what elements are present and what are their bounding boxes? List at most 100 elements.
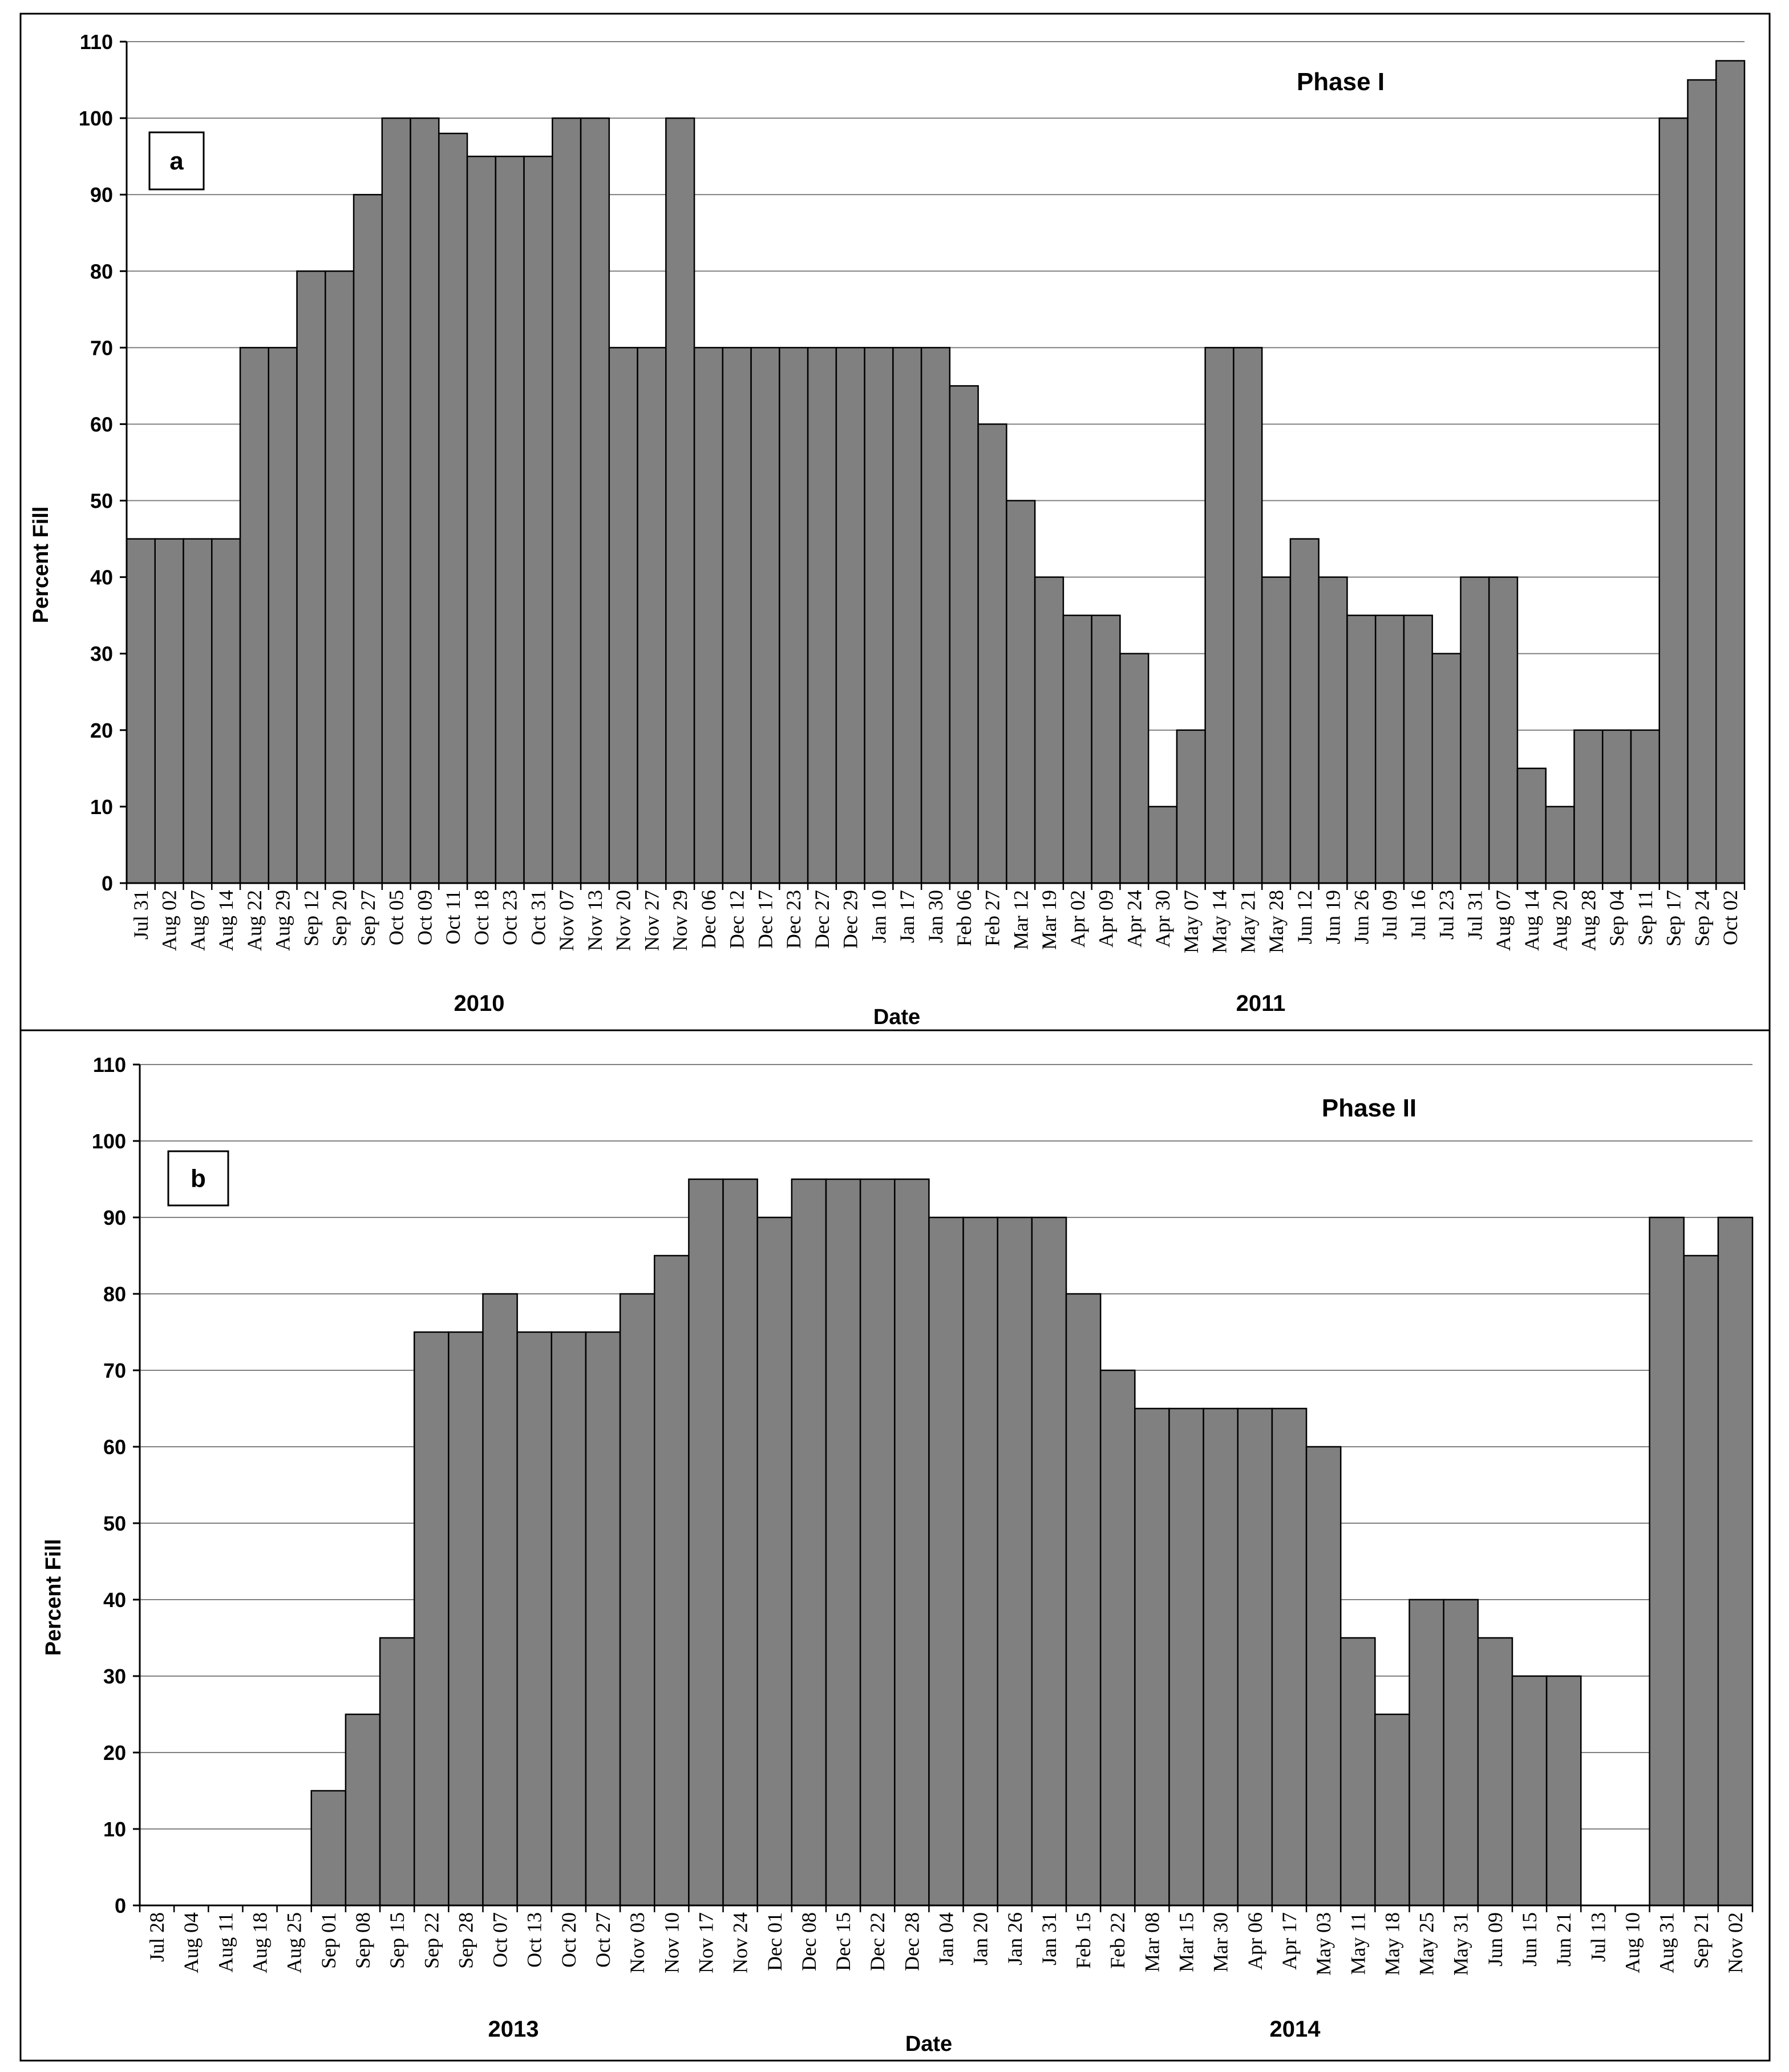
- panel-b-bar: [585, 1331, 621, 1907]
- panel-b-y-tick-label: 10: [103, 1818, 126, 1841]
- panel-a-x-tick-label: Jul 31: [129, 890, 152, 940]
- panel-a-bar: [1034, 576, 1065, 884]
- panel-a-y-tick-label: 20: [90, 719, 113, 742]
- panel-b-bar: [1717, 1216, 1754, 1907]
- panel-a-x-tick-label: Dec 29: [839, 890, 862, 949]
- panel-a-x-tick-label: Jul 23: [1435, 890, 1458, 940]
- panel-b-x-tick-label: Aug 10: [1621, 1912, 1644, 1973]
- panel-b-x-tick-label: Oct 27: [592, 1912, 614, 1968]
- panel-b-x-tick-label: Dec 22: [866, 1912, 889, 1971]
- panel-a-y-tick-label: 110: [80, 30, 113, 54]
- panel-b-x-tick-label: Jan 04: [935, 1912, 958, 1965]
- panel-a-bar: [750, 347, 780, 884]
- panel-a-bar: [353, 193, 383, 884]
- panel-b-bar: [653, 1254, 690, 1907]
- panel-b-bar: [1031, 1216, 1067, 1907]
- panel-b-bar: [825, 1178, 861, 1907]
- panel-a-y-tick-label: 70: [90, 336, 113, 359]
- panel-a-bar: [1289, 538, 1320, 884]
- panel-a-x-tick-label: Apr 02: [1066, 890, 1089, 948]
- panel-b-x-tick-label: Aug 04: [180, 1912, 203, 1973]
- panel-a-x-tick-label: May 07: [1180, 890, 1203, 953]
- panel-b-y-tick-label: 40: [103, 1588, 126, 1612]
- panel-b-x-tick-label: Mar 15: [1175, 1912, 1198, 1972]
- panel-a-y-tick-label: 90: [90, 183, 113, 207]
- panel-a-bar: [1545, 806, 1575, 884]
- panel-a-x-tick-label: Jan 10: [867, 890, 890, 943]
- panel-b-bar: [516, 1331, 553, 1907]
- panel-a-x-tick-label: Nov 27: [640, 890, 663, 951]
- panel-a-x-tick-label: Dec 12: [726, 890, 748, 949]
- panel-b-bar: [1683, 1254, 1719, 1907]
- panel-a-bar: [949, 385, 979, 884]
- panel-b-x-tick-label: Oct 20: [557, 1912, 580, 1968]
- panel-a-x-tick-label: Sep 20: [328, 890, 351, 946]
- panel-a-bar: [438, 132, 468, 884]
- panel-a-bar: [835, 347, 865, 884]
- panel-b-x-tick-label: Nov 02: [1724, 1912, 1747, 1973]
- panel-a-bar: [1601, 729, 1632, 884]
- panel-b-bar: [859, 1178, 896, 1907]
- panel-a-bar: [1658, 117, 1689, 884]
- panel-a-x-tick-label: Aug 20: [1549, 890, 1572, 951]
- panel-b-x-tick-label: Apr 06: [1244, 1912, 1266, 1970]
- panel-a-bar: [580, 117, 610, 884]
- panel-a-x-tick-label: Dec 17: [754, 890, 776, 949]
- panel-b-y-tick-label: 20: [103, 1741, 126, 1765]
- panel-a-bar: [495, 155, 525, 884]
- panel-a-x-tick-label: Feb 27: [981, 890, 1004, 946]
- panel-a-y-tick-label: 30: [90, 642, 113, 666]
- panel-b-bar: [722, 1178, 758, 1907]
- panel-b-bar: [1339, 1637, 1376, 1907]
- panel-b-x-tick-label: Mar 30: [1209, 1912, 1232, 1972]
- panel-a-bar: [1006, 500, 1036, 884]
- panel-b-x-tick-label: May 11: [1346, 1912, 1369, 1975]
- panel-a-x-tick-label: May 28: [1265, 890, 1288, 953]
- panel-a-bar: [1573, 729, 1604, 884]
- panel-b-x-tick-label: Mar 08: [1140, 1912, 1163, 1972]
- panel-b-x-tick-label: Dec 08: [798, 1912, 820, 1971]
- panel-b-x-tick-label: May 03: [1312, 1912, 1335, 1976]
- panel-a-bar: [1147, 806, 1178, 884]
- panel-b-bar: [482, 1293, 518, 1907]
- panel-a-bar: [381, 117, 411, 884]
- panel-a-bar: [1715, 60, 1746, 884]
- panel-b-bar: [1271, 1407, 1308, 1907]
- panel-a-x-tick-label: May 14: [1208, 890, 1231, 953]
- panel-a-bar: [779, 347, 809, 884]
- panel-a-bar: [693, 347, 724, 884]
- panel-a-x-tick-label: Oct 09: [413, 890, 436, 945]
- panel-a-bar: [1346, 614, 1377, 884]
- panel-a-x-tick-label: Sep 12: [299, 890, 322, 946]
- panel-a-label-box: [148, 131, 205, 191]
- panel-a-x-tick-label: Jun 26: [1350, 890, 1373, 944]
- panel-a-y-tick-label: 10: [90, 795, 113, 819]
- panel-b-bar: [1374, 1713, 1410, 1907]
- panel-b-bar: [1511, 1675, 1548, 1907]
- panel-a-x-tick-label: Sep 24: [1690, 890, 1713, 946]
- panel-a-x-tick-label: Nov 07: [555, 890, 578, 951]
- panel-b-x-tick-label: Feb 22: [1106, 1912, 1129, 1969]
- panel-a-bar: [1687, 79, 1717, 884]
- panel-b-y-tick-label: 100: [92, 1130, 126, 1153]
- panel-b-x-tick-label: Jul 28: [145, 1912, 168, 1962]
- panel-a-y-tick-label: 80: [90, 260, 113, 283]
- panel-b-x-tick-label: Aug 31: [1656, 1912, 1678, 1973]
- panel-a-bar: [1261, 576, 1292, 884]
- panel-a-x-tick-label: Jul 16: [1407, 890, 1430, 940]
- panel-b-label-box: [167, 1150, 229, 1207]
- panel-a-x-tick-label: Nov 13: [584, 890, 606, 951]
- panel-b-x-tick-label: Aug 18: [249, 1912, 272, 1973]
- panel-b-x-tick-label: Jun 09: [1484, 1912, 1507, 1966]
- panel-a-bar: [722, 347, 752, 884]
- panel-a-bar: [1204, 347, 1235, 884]
- panel-b-x-tick-label: Nov 10: [660, 1912, 683, 1973]
- panel-a-bar: [1091, 614, 1121, 884]
- panel-a-x-tick-label: Nov 20: [612, 890, 635, 951]
- panel-b-y-tick-label: 90: [103, 1206, 126, 1229]
- panel-b-x-axis-label: Date: [905, 2032, 952, 2056]
- panel-b-x-tick-label: Nov 03: [626, 1912, 649, 1973]
- panel-a-bar: [637, 347, 667, 884]
- panel-a-x-axis-label: Date: [873, 1005, 920, 1029]
